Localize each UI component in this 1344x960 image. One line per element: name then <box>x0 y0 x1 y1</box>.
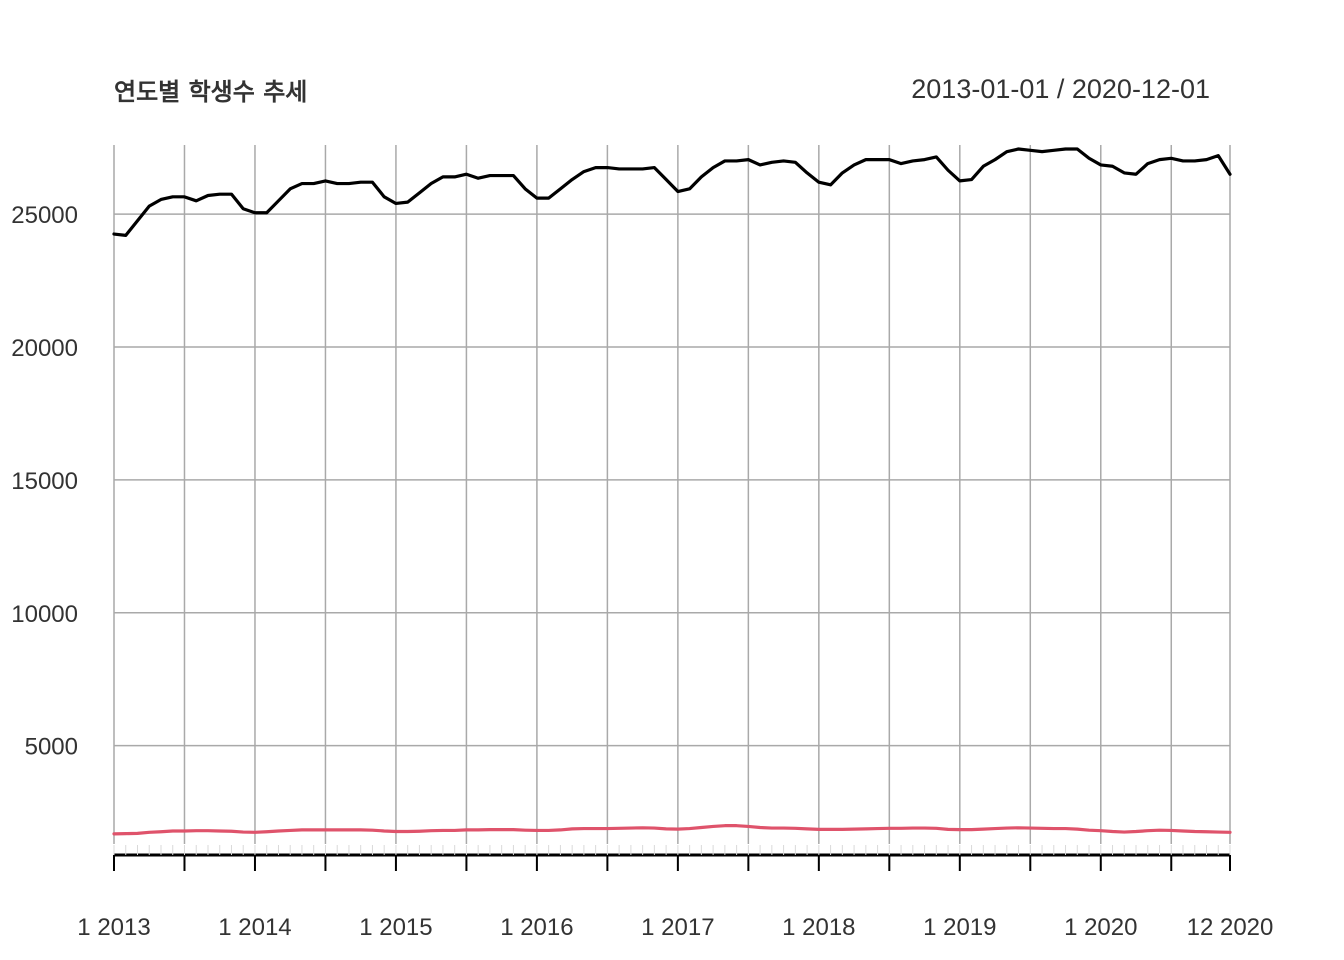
y-axis-tick-labels: 5000 10000 15000 20000 25000 <box>11 202 78 761</box>
x-tick-label: 1 2016 <box>500 914 573 941</box>
y-tick-label: 20000 <box>11 335 78 362</box>
y-tick-label: 25000 <box>11 202 78 229</box>
y-tick-label: 15000 <box>11 468 78 495</box>
y-tick-label: 5000 <box>25 734 78 761</box>
x-tick-label: 1 2013 <box>77 914 150 941</box>
x-tick-label: 1 2015 <box>359 914 432 941</box>
series-line-1 <box>112 147 1232 237</box>
x-tick-label: 1 2014 <box>218 914 291 941</box>
chart-title: 연도별 학생수 추세 <box>114 78 307 106</box>
series-line-2 <box>112 824 1232 836</box>
x-tick-label: 1 2018 <box>782 914 855 941</box>
date-range-label: 2013-01-01 / 2020-12-01 <box>911 74 1210 104</box>
grid-lines <box>113 145 1231 844</box>
y-tick-label: 10000 <box>11 601 78 628</box>
x-tick-label: 1 2020 <box>1064 914 1137 941</box>
x-tick-label: 1 2019 <box>923 914 996 941</box>
x-axis: 1 2013 1 2014 1 2015 1 2016 1 2017 1 2018 1 20… <box>77 845 1273 941</box>
x-tick-label: 1 2017 <box>641 914 714 941</box>
series-lines <box>112 147 1232 836</box>
x-tick-label: 12 2020 <box>1187 914 1274 941</box>
